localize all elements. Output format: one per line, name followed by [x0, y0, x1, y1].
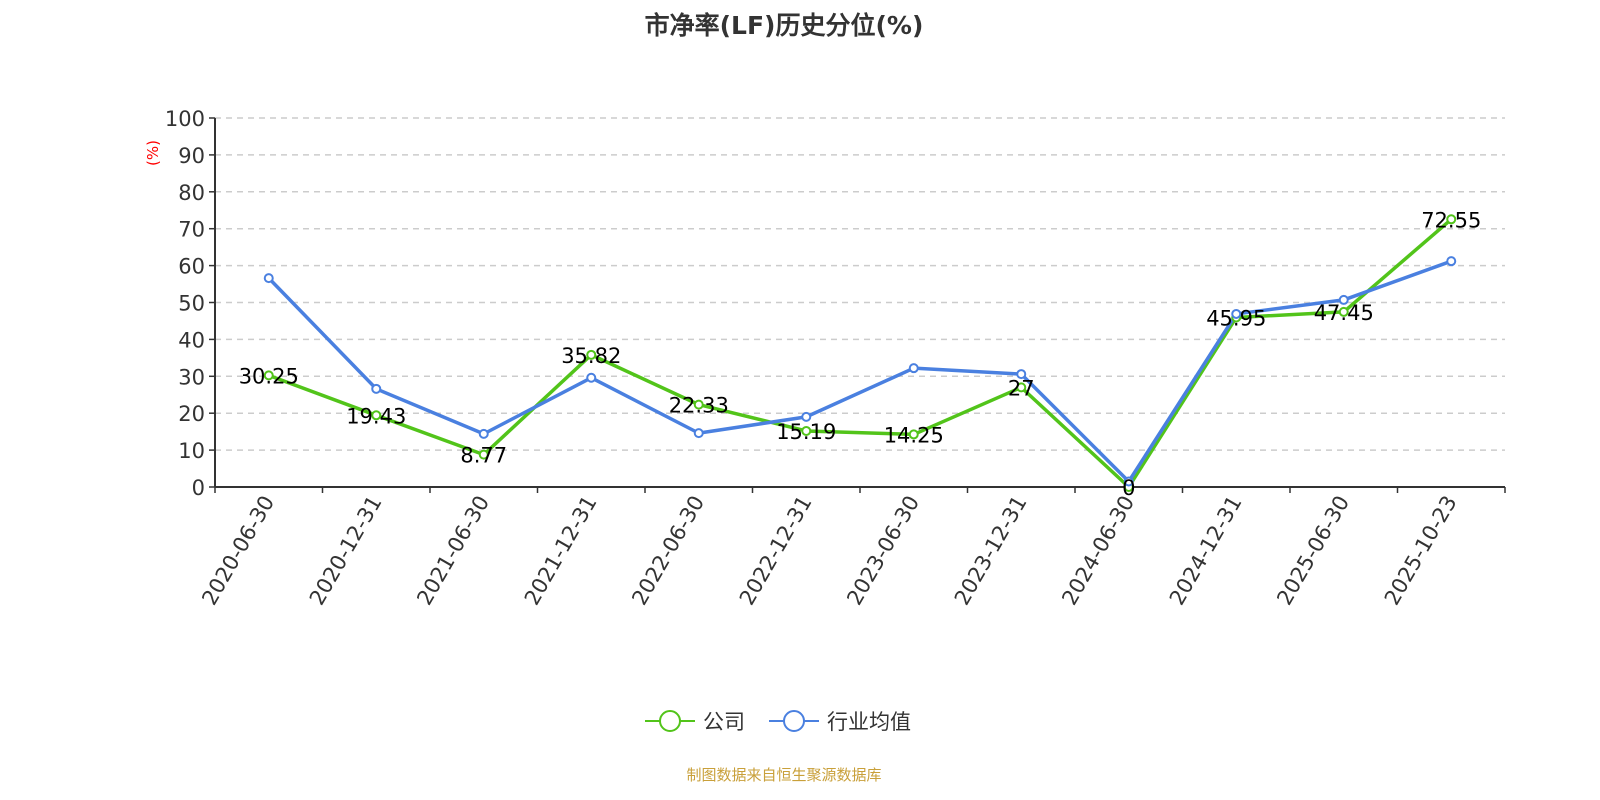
- y-tick-label: 50: [178, 292, 205, 316]
- x-tick-label: 2023-12-31: [950, 492, 1032, 610]
- legend-marker-icon: [783, 710, 805, 732]
- data-point: [1338, 294, 1349, 305]
- data-point: [801, 425, 812, 436]
- y-tick-label: 60: [178, 255, 205, 279]
- data-point: [478, 449, 489, 460]
- legend-marker-icon: [659, 710, 681, 732]
- data-label: 15.19: [776, 420, 836, 444]
- y-tick-label: 10: [178, 439, 205, 463]
- y-tick-label: 70: [178, 218, 205, 242]
- y-tick-label: 80: [178, 181, 205, 205]
- data-point: [1338, 306, 1349, 317]
- x-tick-label: 2025-06-30: [1272, 492, 1354, 610]
- data-label: 14.25: [884, 423, 944, 447]
- data-label: 19.43: [346, 404, 406, 428]
- data-point: [908, 429, 919, 440]
- data-label: 22.33: [669, 394, 729, 418]
- data-point: [1123, 476, 1134, 487]
- y-tick-label: 90: [178, 144, 205, 168]
- data-point: [478, 428, 489, 439]
- data-point: [586, 372, 597, 383]
- y-tick-label: 20: [178, 402, 205, 426]
- data-label: 72.55: [1421, 208, 1481, 232]
- data-point: [263, 370, 274, 381]
- data-point: [586, 349, 597, 360]
- x-tick-label: 2021-06-30: [412, 492, 494, 610]
- data-point: [1016, 382, 1027, 393]
- chart-title: 市净率(LF)历史分位(%): [644, 11, 924, 40]
- x-tick-label: 2020-06-30: [197, 492, 279, 610]
- data-point: [693, 399, 704, 410]
- x-tick-label: 2024-12-31: [1165, 492, 1247, 610]
- y-tick-label: 40: [178, 328, 205, 352]
- data-label: 30.25: [239, 364, 299, 388]
- legend-item[interactable]: 公司: [703, 710, 745, 734]
- data-point: [1446, 256, 1457, 267]
- data-point: [908, 363, 919, 374]
- data-label: 35.82: [561, 344, 621, 368]
- x-tick-label: 2023-06-30: [842, 492, 924, 610]
- data-label: 47.45: [1314, 301, 1374, 325]
- series-line-0: [268, 217, 1453, 489]
- x-tick-label: 2024-06-30: [1057, 492, 1139, 610]
- data-point: [263, 273, 274, 284]
- x-tick-label: 2022-06-30: [627, 492, 709, 610]
- y-tick-label: 30: [178, 365, 205, 389]
- x-tick-label: 2021-12-31: [520, 492, 602, 610]
- data-point: [1446, 214, 1457, 225]
- y-tick-label: 0: [192, 476, 205, 500]
- legend-item[interactable]: 行业均值: [827, 710, 911, 734]
- data-label: 8.77: [460, 444, 507, 468]
- data-point: [693, 428, 704, 439]
- data-point: [371, 410, 382, 421]
- x-tick-label: 2022-12-31: [735, 492, 817, 610]
- source-note: 制图数据来自恒生聚源数据库: [686, 766, 882, 784]
- y-tick-label: 100: [165, 107, 205, 131]
- data-point: [371, 383, 382, 394]
- x-tick-label: 2020-12-31: [305, 492, 387, 610]
- x-tick-label: 2025-10-23: [1380, 492, 1462, 610]
- data-label: 45.95: [1206, 306, 1266, 330]
- data-point: [801, 411, 812, 422]
- data-point: [1016, 369, 1027, 380]
- data-label: 27: [1008, 376, 1035, 400]
- series-line-1: [267, 259, 1452, 484]
- data-point: [1231, 308, 1242, 319]
- data-label: 0: [1122, 476, 1135, 500]
- y-axis-label: (%): [144, 140, 162, 166]
